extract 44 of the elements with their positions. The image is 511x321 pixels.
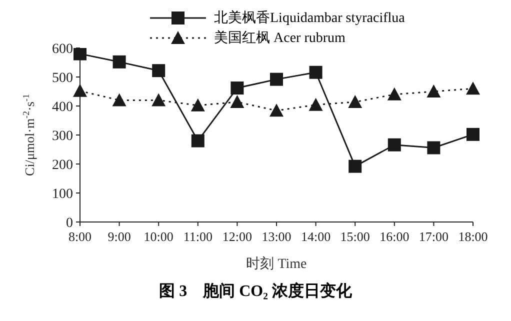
point: [190, 98, 205, 112]
point: [270, 72, 283, 86]
y-tick-label: 100: [52, 186, 73, 202]
x-tick-label: 12:00: [222, 229, 252, 244]
point: [466, 128, 480, 141]
point: [309, 66, 322, 79]
point: [427, 141, 440, 154]
point: [152, 64, 166, 78]
y-tick-label: 500: [52, 70, 73, 86]
point: [388, 138, 401, 152]
x-tick-label: 16:00: [380, 229, 410, 244]
point: [426, 84, 441, 98]
text: 图 3 胞间 CO₂ 浓度日变化: [158, 281, 353, 302]
x-tick-label: 17:00: [418, 229, 449, 244]
x-tick-label: 10:00: [144, 229, 174, 244]
y-tick-label: 0: [66, 216, 73, 231]
point: [112, 55, 126, 68]
x-tick-label: 13:00: [262, 229, 292, 244]
x-tick-label: 14:00: [300, 229, 331, 244]
point: [73, 84, 87, 97]
point: [230, 82, 244, 95]
point: [348, 160, 362, 173]
point: [387, 87, 402, 100]
point: [152, 93, 166, 106]
y-tick-label: 400: [52, 100, 73, 115]
point: [74, 48, 86, 60]
point: [112, 93, 126, 106]
y-tick-label: 600: [52, 42, 73, 57]
y-tick-label: 200: [52, 158, 73, 173]
point: [348, 94, 362, 108]
point: [466, 82, 480, 95]
point: [270, 104, 284, 117]
point: [230, 94, 244, 108]
legend-label: 美国红枫 Acer rubrum: [214, 29, 346, 47]
x-tick-label: 9:00: [108, 229, 131, 244]
x-tick-label: 15:00: [340, 229, 370, 244]
point: [308, 98, 323, 111]
point: [191, 134, 204, 148]
x-tick-label: 11:00: [183, 229, 212, 244]
x-axis-title: 时刻 Time: [246, 256, 307, 272]
x-tick-label: 8:00: [68, 229, 92, 244]
y-tick-label: 300: [52, 128, 73, 144]
x-tick-label: 18:00: [458, 229, 488, 244]
legend-label: 北美枫香Liquidambar styraciflua: [214, 9, 405, 27]
